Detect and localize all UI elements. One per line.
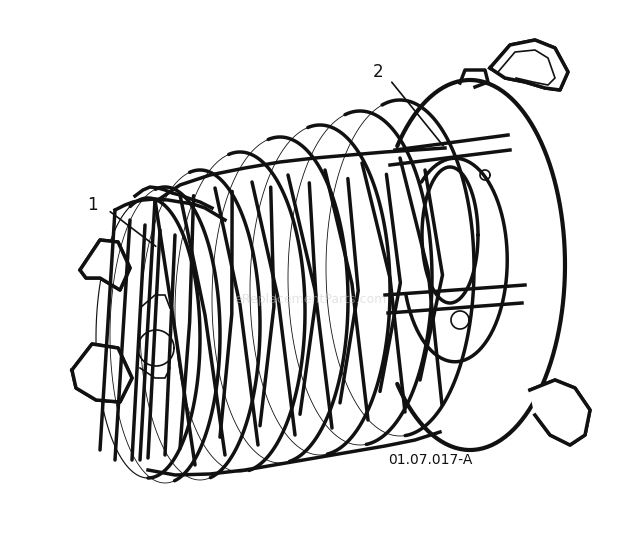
Polygon shape	[530, 380, 590, 445]
Text: eReplacementParts.com: eReplacementParts.com	[234, 294, 386, 306]
Polygon shape	[80, 240, 130, 290]
Polygon shape	[72, 344, 132, 402]
Text: 1: 1	[87, 196, 97, 214]
Text: 2: 2	[373, 63, 383, 81]
Polygon shape	[490, 40, 568, 90]
Text: 01.07.017-A: 01.07.017-A	[388, 453, 472, 467]
